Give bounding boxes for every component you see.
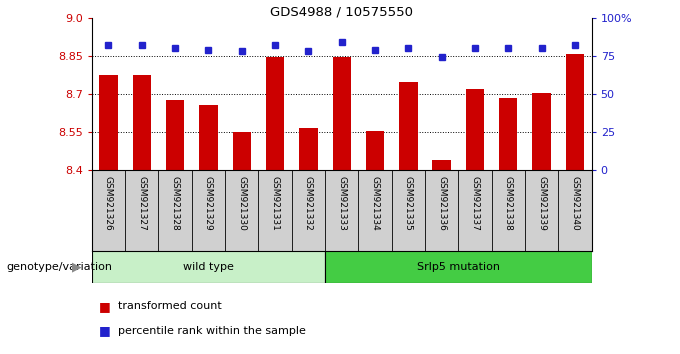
Bar [566,55,584,170]
Bar [466,89,484,170]
Text: ▶: ▶ [72,261,82,274]
Bar [133,75,151,170]
Bar [266,57,284,170]
Bar [366,131,384,170]
Bar [399,82,418,170]
Text: ■: ■ [99,325,110,337]
Text: genotype/variation: genotype/variation [7,262,113,272]
Text: GSM921340: GSM921340 [571,176,579,231]
Bar [432,160,451,170]
Text: GSM921338: GSM921338 [504,176,513,231]
Text: Srlp5 mutation: Srlp5 mutation [417,262,500,272]
Bar [532,92,551,170]
Text: wild type: wild type [183,262,234,272]
Bar [92,251,325,283]
Text: GSM921329: GSM921329 [204,176,213,231]
Text: GSM921328: GSM921328 [171,176,180,231]
Text: GSM921332: GSM921332 [304,176,313,231]
Text: GSM921330: GSM921330 [237,176,246,231]
Text: GSM921331: GSM921331 [271,176,279,231]
Text: GSM921336: GSM921336 [437,176,446,231]
Bar [199,105,218,170]
Bar [166,100,184,170]
Text: GSM921327: GSM921327 [137,176,146,231]
Text: GSM921326: GSM921326 [104,176,113,231]
Text: GDS4988 / 10575550: GDS4988 / 10575550 [270,5,413,18]
Bar [99,75,118,170]
Text: GSM921339: GSM921339 [537,176,546,231]
Text: GSM921334: GSM921334 [371,176,379,231]
Text: transformed count: transformed count [118,301,222,311]
Text: GSM921333: GSM921333 [337,176,346,231]
Bar [233,132,251,170]
Bar [333,57,351,170]
Bar [299,128,318,170]
Text: percentile rank within the sample: percentile rank within the sample [118,326,305,336]
Text: GSM921335: GSM921335 [404,176,413,231]
Text: GSM921337: GSM921337 [471,176,479,231]
Bar [325,251,592,283]
Text: ■: ■ [99,300,110,313]
Bar [499,98,517,170]
